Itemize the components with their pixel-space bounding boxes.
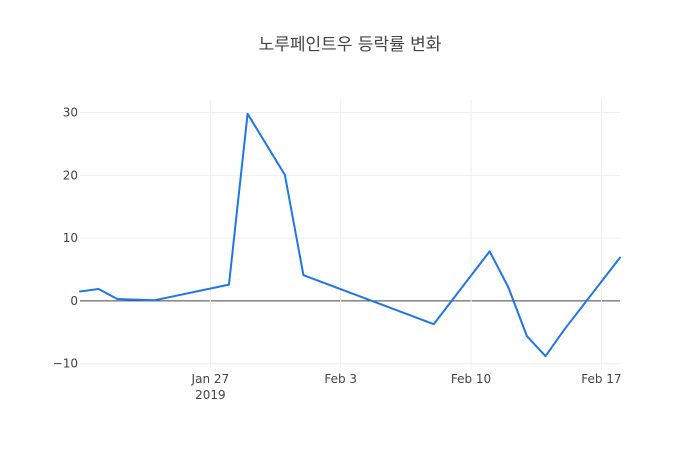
y-tick-label: 0 — [70, 294, 78, 308]
chart-title: 노루페인트우 등락률 변화 — [259, 35, 442, 55]
grid-layer — [80, 100, 620, 370]
series-layer — [79, 112, 621, 358]
x-tick-label: Feb 10 — [451, 372, 491, 386]
y-tick-label: 20 — [63, 168, 78, 182]
x-tick-sublabel: 2019 — [195, 388, 226, 402]
y-tick-label: 30 — [63, 106, 78, 120]
x-tick-label: Feb 17 — [581, 372, 621, 386]
x-tick-label: Feb 3 — [324, 372, 357, 386]
x-tick-label: Jan 27 — [191, 372, 230, 386]
series-line-0 — [79, 112, 621, 358]
axis-layer: −10 0 10 20 30 Jan 27 2019 Feb 3 Feb 10 Feb 17 — [53, 106, 622, 402]
y-tick-label: 10 — [63, 231, 78, 245]
y-tick-label: −10 — [53, 357, 78, 371]
